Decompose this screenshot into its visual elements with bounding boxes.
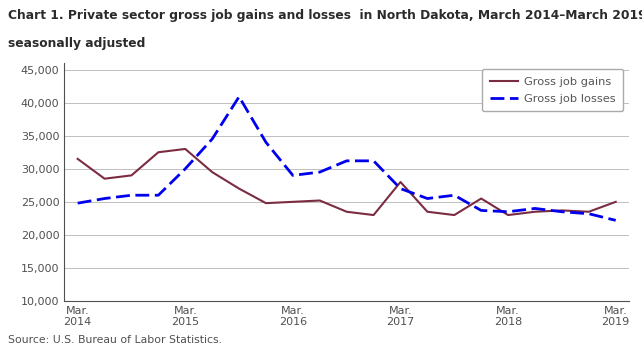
Gross job losses: [316, 170, 324, 174]
Gross job gains: [182, 147, 189, 151]
Gross job losses: [478, 208, 485, 212]
Gross job losses: [558, 210, 566, 214]
Text: Chart 1. Private sector gross job gains and losses  in North Dakota, March 2014–: Chart 1. Private sector gross job gains …: [8, 9, 642, 22]
Gross job losses: [74, 201, 82, 205]
Gross job losses: [208, 137, 216, 141]
Gross job gains: [531, 210, 539, 214]
Gross job gains: [397, 180, 404, 184]
Gross job losses: [262, 140, 270, 145]
Gross job gains: [235, 187, 243, 191]
Gross job losses: [343, 159, 351, 163]
Gross job losses: [612, 218, 620, 223]
Gross job gains: [208, 170, 216, 174]
Gross job gains: [612, 200, 620, 204]
Gross job gains: [451, 213, 458, 217]
Gross job gains: [343, 210, 351, 214]
Gross job losses: [128, 193, 135, 197]
Gross job gains: [101, 177, 108, 181]
Text: Source: U.S. Bureau of Labor Statistics.: Source: U.S. Bureau of Labor Statistics.: [8, 335, 221, 345]
Gross job losses: [424, 196, 431, 201]
Gross job gains: [504, 213, 512, 217]
Line: Gross job losses: Gross job losses: [78, 97, 616, 220]
Gross job losses: [235, 94, 243, 99]
Gross job losses: [531, 206, 539, 211]
Gross job losses: [101, 196, 108, 201]
Gross job losses: [155, 193, 162, 197]
Gross job gains: [316, 198, 324, 203]
Gross job gains: [155, 150, 162, 154]
Line: Gross job gains: Gross job gains: [78, 149, 616, 215]
Gross job gains: [558, 208, 566, 212]
Gross job gains: [585, 210, 593, 214]
Gross job losses: [182, 167, 189, 171]
Gross job losses: [504, 210, 512, 214]
Legend: Gross job gains, Gross job losses: Gross job gains, Gross job losses: [482, 69, 623, 111]
Gross job losses: [451, 193, 458, 197]
Text: seasonally adjusted: seasonally adjusted: [8, 37, 145, 50]
Gross job losses: [397, 187, 404, 191]
Gross job gains: [262, 201, 270, 205]
Gross job gains: [478, 196, 485, 201]
Gross job losses: [289, 173, 297, 177]
Gross job losses: [370, 159, 377, 163]
Gross job losses: [585, 212, 593, 216]
Gross job gains: [128, 173, 135, 177]
Gross job gains: [289, 200, 297, 204]
Gross job gains: [74, 157, 82, 161]
Gross job gains: [370, 213, 377, 217]
Gross job gains: [424, 210, 431, 214]
